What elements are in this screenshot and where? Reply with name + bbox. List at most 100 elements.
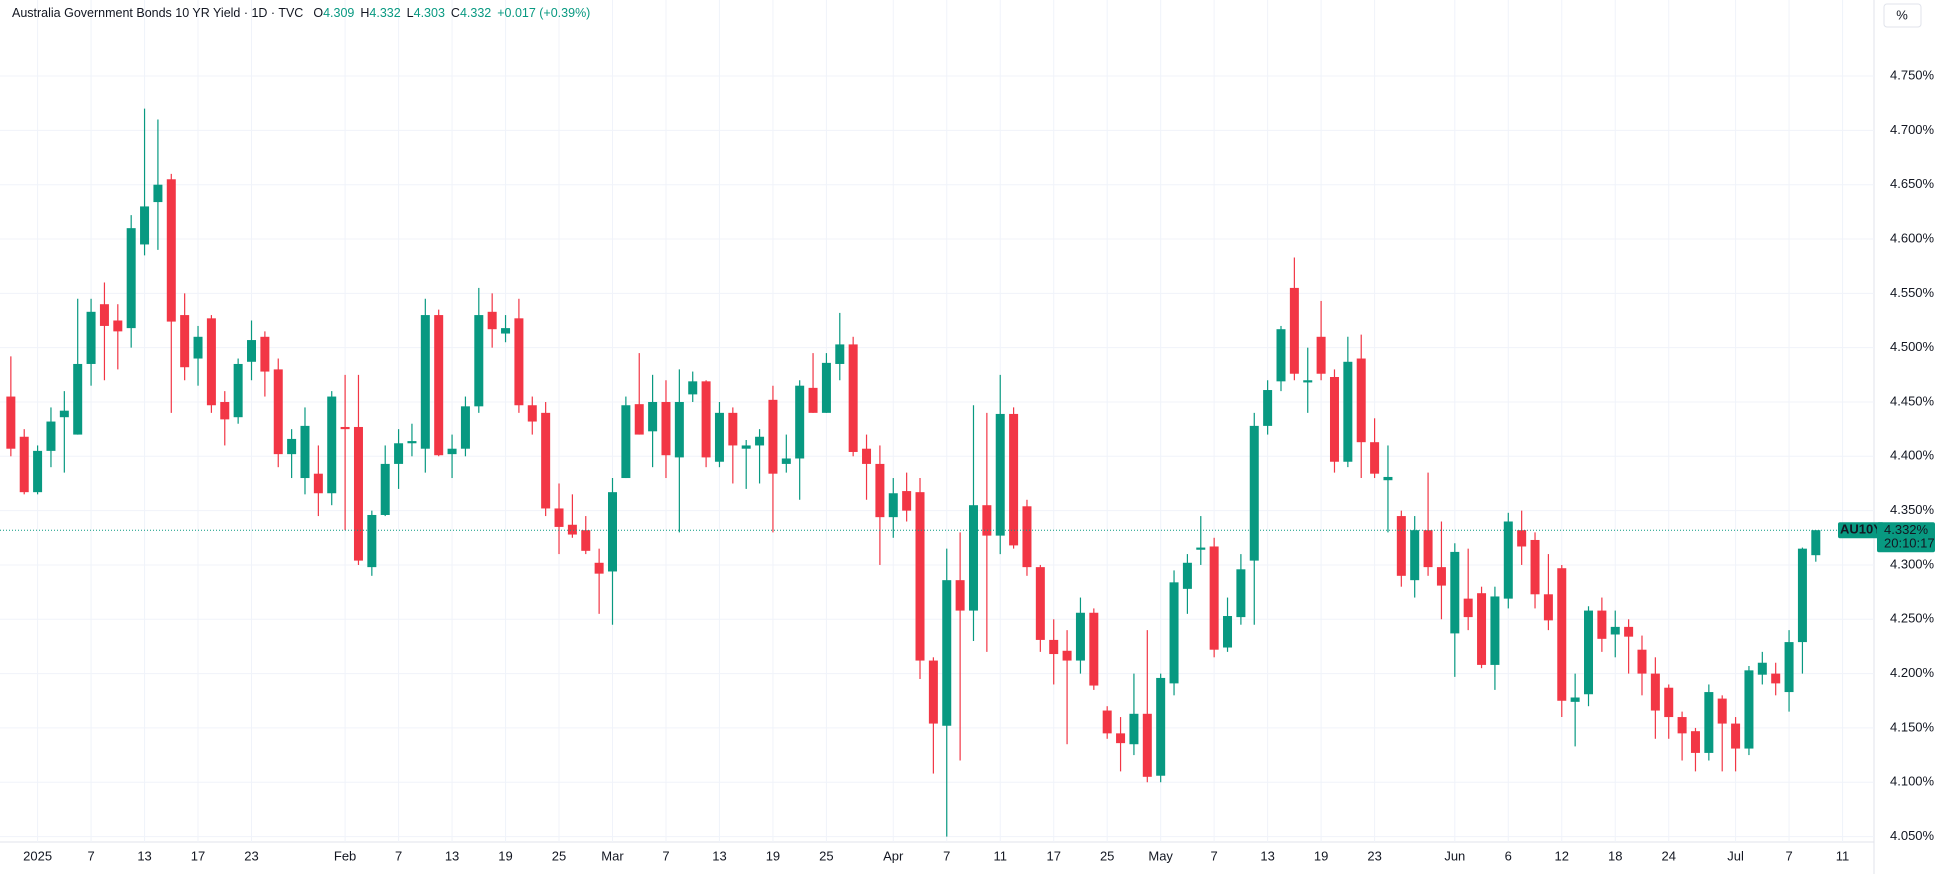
candle-body [353, 426, 363, 561]
x-tick-label: 13 [445, 848, 459, 863]
x-tick-label: 11 [1836, 848, 1850, 863]
candle-body [99, 304, 109, 326]
x-tick-label: Apr [883, 848, 904, 863]
candle-body [153, 184, 163, 203]
x-tick-label: 25 [819, 848, 833, 863]
candle-body [1731, 723, 1741, 749]
x-tick-label: 7 [662, 848, 669, 863]
x-tick-label: 17 [1046, 848, 1060, 863]
scale-button-label[interactable]: % [1896, 7, 1908, 22]
candle-body [126, 228, 136, 329]
candle-body [541, 412, 551, 509]
candle-body [1276, 329, 1286, 382]
candle-body [1664, 687, 1674, 718]
y-tick-label: 4.300% [1890, 556, 1935, 571]
candle-body [902, 491, 912, 511]
header: Australia Government Bonds 10 YR Yield ·… [12, 6, 590, 20]
candle-body [808, 387, 818, 413]
candle-body [915, 492, 925, 661]
candle-body [968, 505, 978, 611]
y-tick-label: 4.500% [1890, 339, 1935, 354]
candle-body [193, 336, 203, 359]
y-tick-label: 4.750% [1890, 67, 1935, 82]
price-tag-label: 4.332% [1884, 522, 1929, 537]
candle-body [1717, 698, 1727, 724]
candle-body [1303, 380, 1313, 383]
symbol-tag-label: AU10Y [1840, 522, 1882, 537]
candle-body [367, 514, 377, 568]
x-tick-label: 7 [1211, 848, 1218, 863]
candle-body [1129, 713, 1139, 745]
y-tick-label: 4.350% [1890, 502, 1935, 517]
candle-body [19, 436, 29, 493]
y-tick-label: 4.150% [1890, 719, 1935, 734]
x-tick-label: 12 [1555, 848, 1569, 863]
candle-body [527, 405, 537, 422]
candle-body [634, 404, 644, 435]
candle-body [1356, 358, 1366, 443]
candle-body [768, 399, 778, 474]
x-tick-label: 7 [943, 848, 950, 863]
candle-body [648, 401, 658, 432]
candle-body [1570, 697, 1580, 702]
candle-body [567, 524, 577, 535]
candle-body [1116, 733, 1126, 744]
candle-body [1196, 547, 1206, 550]
symbol-tag [1838, 522, 1884, 539]
x-tick-label: 11 [993, 848, 1007, 863]
price-tag [1877, 522, 1935, 553]
candle-body [46, 421, 56, 451]
candle-body [247, 340, 257, 362]
candle-body [1436, 567, 1446, 586]
x-tick-label: 2025 [23, 848, 52, 863]
candle-body [554, 508, 564, 527]
candle-body [1022, 506, 1032, 568]
candle-body [1637, 649, 1647, 674]
x-tick-label: 19 [1314, 848, 1328, 863]
y-tick-label: 4.450% [1890, 393, 1935, 408]
candle-body [313, 473, 323, 494]
candle-body [1757, 662, 1767, 675]
candle-body [501, 328, 511, 334]
candle-body [1223, 616, 1233, 648]
y-tick-label: 4.650% [1890, 176, 1935, 191]
ohlc-label: O [313, 6, 323, 20]
x-tick-label: 6 [1505, 848, 1512, 863]
ohlc-value: 4.309 [323, 6, 354, 20]
y-tick-label: 4.200% [1890, 665, 1935, 680]
y-tick-label: 4.700% [1890, 122, 1935, 137]
candle-body [180, 315, 190, 368]
candle-body [86, 311, 96, 364]
candle-body [33, 450, 43, 493]
chart-title: Australia Government Bonds 10 YR Yield ·… [12, 6, 303, 20]
candle-body [594, 562, 604, 574]
x-tick-label: 25 [1100, 848, 1114, 863]
candle-body [1490, 596, 1500, 665]
candle-body [1383, 476, 1393, 481]
candle-body [728, 412, 738, 446]
candle-body [1650, 673, 1660, 711]
ohlc-value: 4.332 [460, 6, 491, 20]
x-tick-label: 23 [244, 848, 258, 863]
candle-body [420, 315, 430, 449]
candle-body [1477, 593, 1487, 665]
candle-body [608, 492, 617, 572]
x-tick-label: 13 [712, 848, 726, 863]
candle-body [1517, 530, 1527, 547]
candle-body [1009, 413, 1019, 546]
x-tick-label: 19 [766, 848, 780, 863]
candle-body [1396, 516, 1406, 576]
scale-button[interactable] [1883, 3, 1922, 28]
candle-body [741, 445, 751, 449]
candle-body [300, 425, 310, 479]
candle-body [273, 369, 283, 455]
candle-body [1410, 530, 1420, 581]
candle-body [688, 381, 698, 395]
candle-body [1370, 442, 1380, 474]
candle-body [1062, 650, 1072, 661]
candle-body [821, 362, 831, 413]
candle-body [674, 401, 684, 458]
candle-body [1677, 717, 1687, 734]
candle-body [1557, 568, 1567, 701]
